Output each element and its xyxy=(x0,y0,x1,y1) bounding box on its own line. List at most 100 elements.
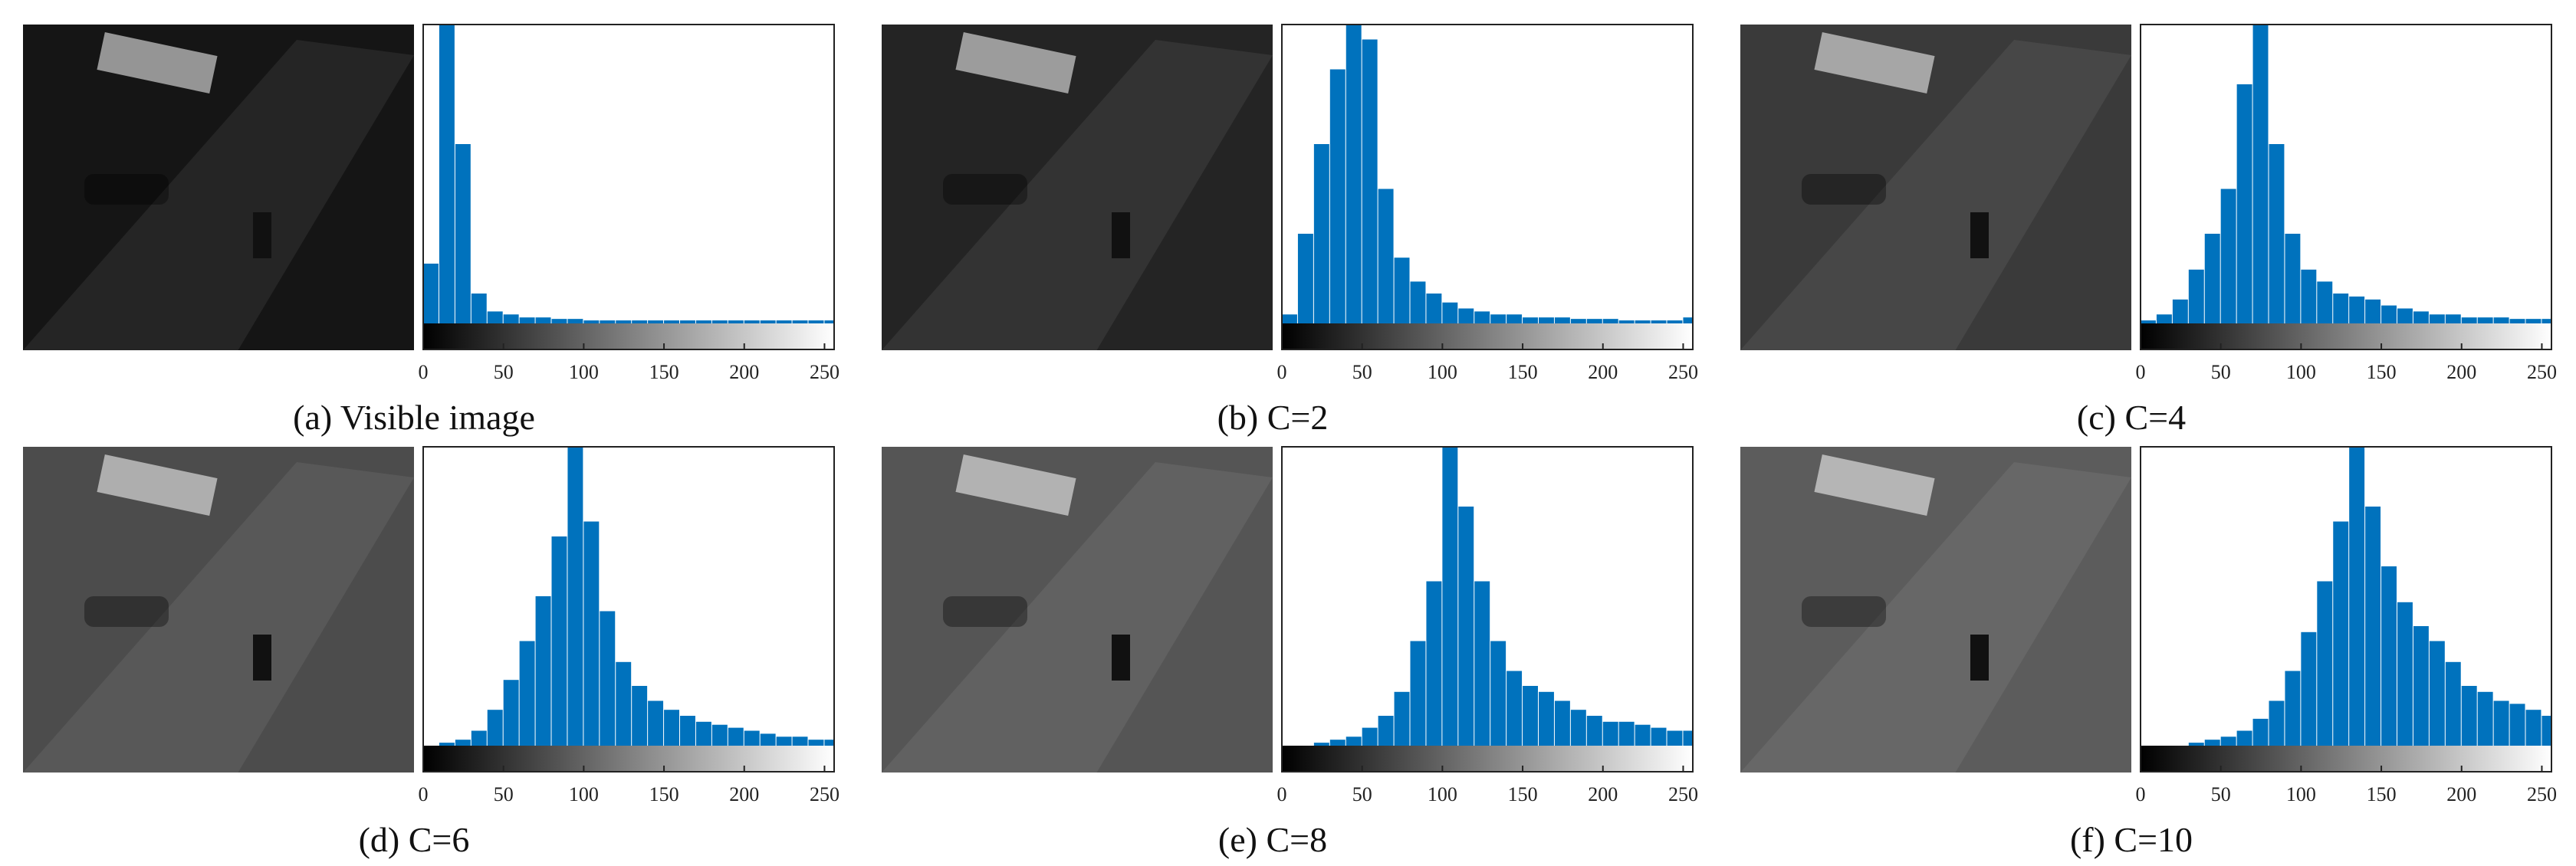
x-tick-label: 150 xyxy=(1508,783,1538,805)
colorbar xyxy=(423,746,834,772)
histogram-bar xyxy=(1329,740,1346,746)
histogram-bar xyxy=(2542,319,2551,323)
colorbar xyxy=(1282,746,1693,772)
histogram-bar xyxy=(824,320,833,323)
street-image xyxy=(1740,25,2131,350)
x-tick-label: 0 xyxy=(2136,783,2146,805)
histogram-bar xyxy=(2381,305,2397,323)
bars xyxy=(439,447,833,746)
histogram-bar xyxy=(1651,320,1667,323)
caption: (c) C=4 xyxy=(2077,398,2186,437)
histogram-bar xyxy=(1683,317,1692,323)
histogram-bar xyxy=(695,721,711,746)
histogram-bar xyxy=(1474,581,1490,746)
histogram-bar xyxy=(1362,39,1378,323)
panel: 0 50 100 150 200 250 (b) C=2 xyxy=(882,24,1698,437)
histogram-bar xyxy=(728,320,744,323)
axes-frame xyxy=(422,24,835,350)
histogram-bar xyxy=(664,710,679,746)
traffic-light xyxy=(1970,635,1989,681)
histogram-bar xyxy=(808,320,824,323)
x-tick-label: 50 xyxy=(2211,783,2231,805)
histogram-bar xyxy=(1442,447,1458,746)
histogram-bar xyxy=(2525,319,2542,323)
histogram-bar xyxy=(2349,447,2365,746)
x-tick-label: 200 xyxy=(2446,783,2476,805)
panel: 0 50 100 150 200 250 (e) C=8 xyxy=(882,446,1698,859)
histogram-bar xyxy=(1570,319,1586,323)
histogram-bar xyxy=(1474,311,1490,323)
histogram-bar xyxy=(2542,716,2551,746)
histogram-bar xyxy=(471,730,487,746)
histogram-bar xyxy=(2285,234,2301,323)
histogram-bar xyxy=(2220,189,2236,323)
histogram-bar xyxy=(2429,641,2445,746)
panel: 0 50 100 150 200 250 (f) C=10 xyxy=(1740,446,2557,859)
histogram-bar xyxy=(776,320,792,323)
x-tick-label: 150 xyxy=(2367,783,2397,805)
histogram-bar xyxy=(567,319,583,323)
road xyxy=(1740,462,2131,773)
histogram-bar xyxy=(1410,281,1426,323)
histogram-bar xyxy=(2413,626,2429,746)
colorbar xyxy=(1282,323,1693,349)
histogram-bar xyxy=(567,447,583,746)
traffic-light xyxy=(253,635,271,681)
panel: 0 50 100 150 200 250 (c) C=4 xyxy=(1740,24,2557,437)
x-tick-label: 0 xyxy=(1277,361,1287,383)
histogram-bar xyxy=(2509,319,2525,323)
histogram-bar xyxy=(503,314,519,323)
histogram-bar xyxy=(2172,299,2188,323)
colorbar xyxy=(2141,746,2551,772)
histogram-bar xyxy=(1346,25,1362,323)
histogram-bar xyxy=(2509,704,2525,746)
histogram-bar xyxy=(535,596,551,746)
x-tick-label: 0 xyxy=(2136,361,2146,383)
histogram-bar xyxy=(2317,281,2333,323)
car xyxy=(1802,174,1886,205)
histogram-bar xyxy=(455,740,471,746)
histogram-bar xyxy=(2365,507,2381,746)
histogram-bar xyxy=(824,740,833,746)
histogram-bar xyxy=(1297,234,1313,323)
histogram-bar xyxy=(455,144,471,323)
histogram-bar xyxy=(2301,631,2317,746)
histogram-bar xyxy=(616,320,632,323)
histogram-bar xyxy=(1506,314,1523,323)
x-tick-label: 100 xyxy=(2286,783,2316,805)
axes-frame xyxy=(1281,446,1694,773)
x-tick-label: 250 xyxy=(810,361,840,383)
x-tick-label: 250 xyxy=(1668,783,1698,805)
histogram-bar xyxy=(1635,724,1651,746)
x-tick-label: 100 xyxy=(2286,361,2316,383)
histogram-bar xyxy=(2285,671,2301,746)
histogram-bar xyxy=(551,536,567,746)
car xyxy=(84,596,169,627)
x-tick-label: 150 xyxy=(1508,361,1538,383)
histogram-bar xyxy=(664,320,679,323)
histogram-bar xyxy=(423,264,439,323)
histogram-bar xyxy=(2461,686,2477,746)
road xyxy=(882,40,1273,350)
histogram-bar xyxy=(1554,700,1570,746)
histogram-bar xyxy=(2188,743,2204,746)
caption: (d) C=6 xyxy=(359,820,470,859)
street-image xyxy=(882,447,1273,773)
histogram-bar xyxy=(600,611,616,746)
x-tick-label: 150 xyxy=(649,361,679,383)
histogram-bar xyxy=(471,294,487,323)
x-tick-label: 200 xyxy=(729,783,759,805)
histogram-bar xyxy=(2252,718,2269,746)
caption: (b) C=2 xyxy=(1217,398,1329,437)
x-tick-label: 100 xyxy=(1428,361,1457,383)
histogram-bar xyxy=(1313,743,1329,746)
histogram-bar xyxy=(2461,317,2477,323)
traffic-light xyxy=(1970,212,1989,258)
histogram-bar xyxy=(1506,671,1523,746)
histogram-bar xyxy=(680,716,695,746)
x-tick-label: 250 xyxy=(810,783,840,805)
histogram-bar xyxy=(487,710,503,746)
histogram-bar xyxy=(503,680,519,746)
histogram-bar xyxy=(1651,727,1667,746)
